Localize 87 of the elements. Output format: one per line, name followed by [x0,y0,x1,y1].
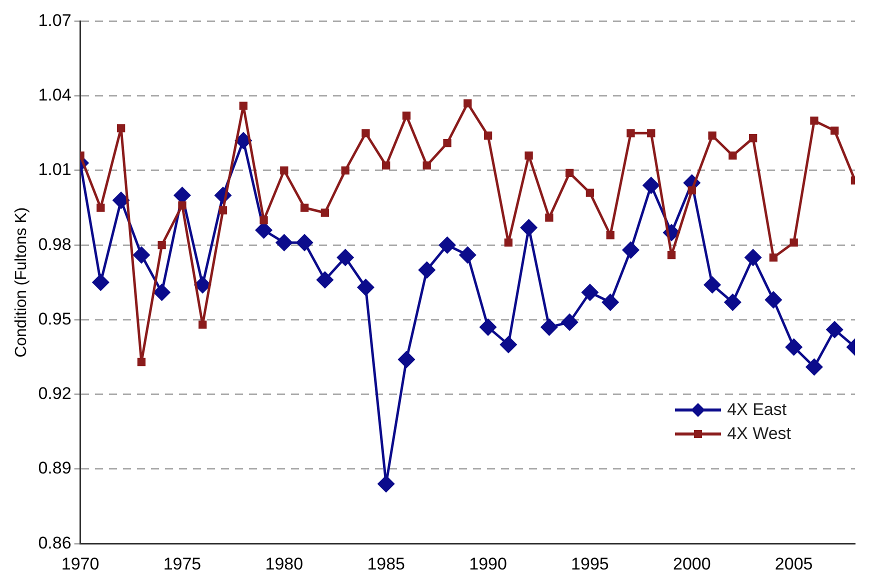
point [402,112,411,120]
point [194,276,211,294]
x-tick-label: 1990 [469,554,507,574]
point [642,177,660,194]
point [316,272,334,288]
point [622,242,639,258]
point [484,132,492,140]
point [218,206,228,214]
point [769,253,778,262]
x-tick-label: 1975 [163,554,202,574]
point [443,139,452,148]
point [524,151,533,160]
legend-label: 4X East [727,400,787,420]
y-tick-label: 0.98 [38,234,72,254]
point [790,238,798,247]
point [520,219,538,236]
x-tick-label: 2000 [672,554,711,574]
point [341,166,350,175]
x-tick-label: 2005 [774,554,813,574]
point [300,204,309,212]
point [540,318,558,336]
point [276,234,292,251]
point [296,234,313,251]
y-axis-title: Condition (Fultons K) [13,207,30,358]
point [96,204,105,212]
point [133,246,150,264]
point [744,249,762,266]
point [459,246,476,264]
point [830,126,839,135]
point [422,161,431,170]
x-tick-label: 1980 [265,554,304,574]
point [688,186,696,194]
point [398,351,415,368]
point [586,188,594,197]
point [362,129,370,138]
point [357,279,374,296]
point [704,276,721,294]
point [708,132,716,140]
x-tick-label: 1995 [571,554,609,574]
y-tick-label: 0.86 [38,533,72,552]
point [378,476,394,492]
point [280,166,288,175]
point [464,99,472,108]
point [112,192,130,209]
point [667,250,676,260]
point [602,294,619,311]
point [504,238,512,247]
point [92,274,109,291]
point [418,262,436,278]
point [561,314,578,330]
point [260,216,268,224]
y-tick-label: 1.04 [38,86,72,105]
point [647,129,656,138]
point [810,116,818,125]
y-tick-label: 1.01 [38,160,72,180]
point [806,358,822,376]
point [154,284,170,301]
point [826,321,843,338]
point [116,124,126,132]
point [728,151,737,160]
point [500,336,517,353]
point [582,284,598,301]
point [320,208,330,217]
point [480,318,496,336]
point [545,214,554,222]
x-tick-label: 1970 [61,554,100,574]
y-tick-label: 0.95 [38,309,72,328]
point [748,134,758,142]
point [158,241,166,250]
point [439,236,456,254]
point [786,338,802,356]
point [198,320,207,329]
y-tick-label: 0.92 [38,384,72,404]
y-tick-label: 0.89 [38,458,72,478]
point [137,358,146,366]
point [765,292,782,308]
point [337,249,354,266]
point [724,294,741,311]
legend-label: 4X West [727,424,791,444]
point [606,231,614,240]
point [566,168,574,178]
x-tick-label: 1985 [367,554,406,574]
point [626,129,635,138]
point [178,201,186,210]
y-tick-label: 1.07 [38,10,72,30]
point [382,161,390,170]
point [239,102,248,110]
